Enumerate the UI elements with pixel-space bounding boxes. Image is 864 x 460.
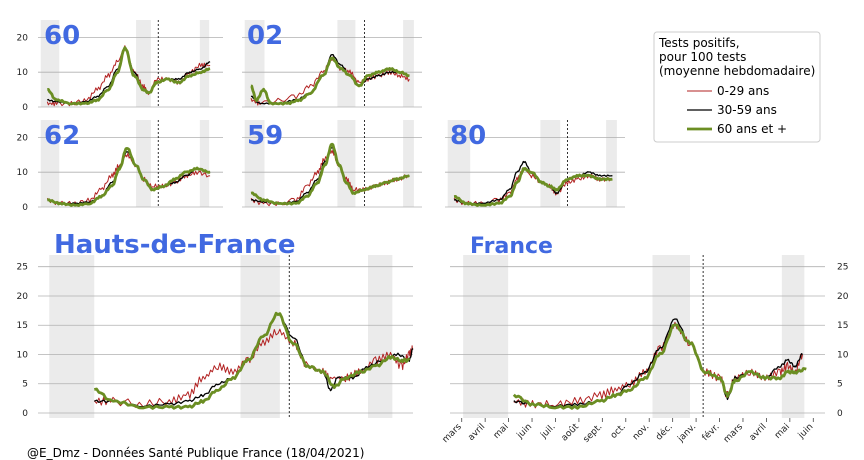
x-tick-label: nov. [631,422,651,442]
shade-period [447,120,471,207]
shade-period [40,120,60,207]
y-tick-label: 0 [22,203,28,213]
series-line-60-ans-et- [453,166,613,207]
series-line-60-ans-et- [94,311,411,410]
shade-period [463,255,509,418]
shade-period [403,20,414,107]
series-line-60-ans-et- [250,142,410,206]
x-tick-label: avril [748,422,769,443]
x-tick-label: avril [466,422,487,443]
panel-title: France [470,234,553,259]
panel-title: 02 [247,21,283,51]
series-line-60-ans-et- [512,323,807,410]
y-tick-label: 10 [17,168,29,178]
y-tick-label: 0 [837,409,843,419]
y-tick-label: 10 [17,350,29,360]
shade-period [40,20,60,107]
panel-1: 0 10 20 60 [17,20,223,113]
x-tick-label: mai [773,422,792,441]
y-tick-label: 5 [837,380,843,390]
x-tick-label: juin [515,422,534,441]
shade-period [368,255,393,418]
x-tick-label: juin [796,422,815,441]
legend-label: 30-59 ans [717,103,777,117]
panel-title: 59 [247,121,283,151]
y-tick-label: 0 [22,409,28,419]
series-line-30-59-ans [453,160,613,205]
y-tick-label: 20 [17,292,29,302]
panel-title: 80 [450,121,486,151]
shade-period [49,255,95,418]
x-tick-label: déc. [654,421,675,442]
y-tick-label: 0 [22,103,28,113]
y-tick-label: 20 [837,292,849,302]
y-tick-label: 10 [837,350,849,360]
panel-title: 60 [44,21,80,51]
shade-period [244,120,265,207]
x-tick-label: mai [492,422,511,441]
shade-period [136,120,151,207]
panel-3: 0 10 20 62 [17,120,223,213]
y-tick-label: 5 [22,380,28,390]
x-tick-label: mars [441,422,464,445]
panel-title: Hauts-de-France [54,230,296,260]
x-tick-label: sept. [582,422,605,445]
legend-label: 0-29 ans [717,84,769,98]
panel-6: 0 5 10 15 20 25 Hauts-de-France [17,230,414,419]
panel-4: 59 [242,120,422,208]
x-tick-label: janv. [675,422,698,445]
legend-box [653,31,821,143]
x-tick-label: oct. [609,422,628,441]
legend-title-line: (moyenne hebdomadaire) [659,64,815,78]
y-tick-label: 20 [17,133,29,143]
series-line-0-29-ans [250,56,410,106]
shade-period [244,20,265,107]
series-line-0-29-ans [250,149,410,207]
x-tick-label: mars [722,422,745,445]
y-tick-label: 15 [17,321,28,331]
legend: Tests positifs,pour 100 tests(moyenne he… [653,31,821,143]
source-footer: @E_Dmz - Données Santé Publique France (… [27,446,364,460]
panel-5: 80 [445,120,625,208]
y-tick-label: 20 [17,33,29,43]
series-line-0-29-ans [93,328,414,408]
shade-period [337,20,356,107]
series-line-30-59-ans [47,151,211,205]
series-line-0-29-ans [46,152,211,207]
y-tick-label: 25 [17,263,28,273]
panel-title: 62 [44,121,80,151]
series-line-30-59-ans [250,147,410,205]
x-tick-label: juil. [538,422,557,441]
legend-label: 60 ans et + [717,122,787,136]
shade-period [781,255,805,418]
legend-title-line: pour 100 tests [659,50,746,64]
x-tick-label: févr. [700,421,722,443]
series-line-60-ans-et- [250,56,410,106]
x-tick-label: août [560,422,582,444]
shade-period [403,120,414,207]
shade-period [199,120,210,207]
shade-period [606,120,617,207]
panel-2: 02 [242,20,422,108]
legend-title-line: Tests positifs, [658,36,740,50]
y-tick-label: 10 [17,68,29,78]
series-line-60-ans-et- [47,46,211,106]
y-tick-label: 25 [837,263,848,273]
series-line-60-ans-et- [47,147,211,207]
y-tick-label: 15 [837,321,848,331]
